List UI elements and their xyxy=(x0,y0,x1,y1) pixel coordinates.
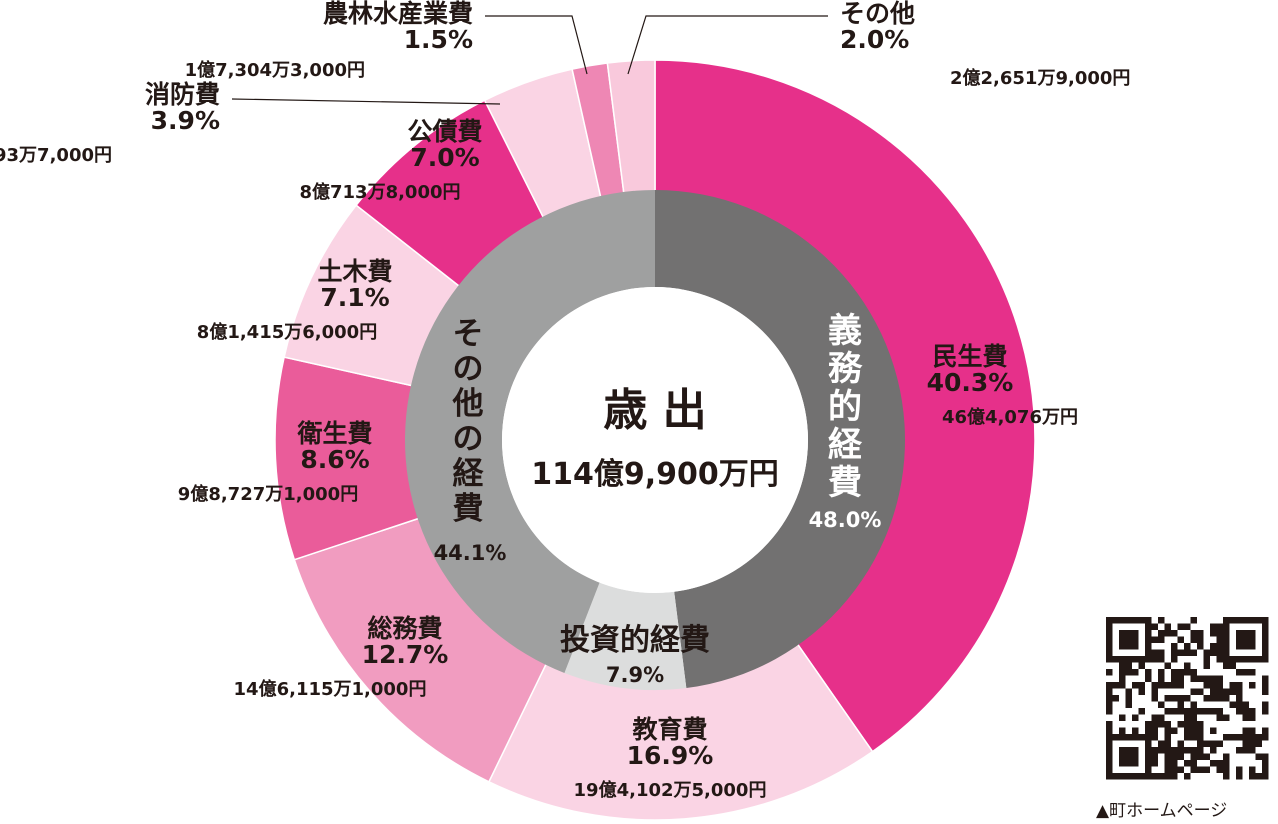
outer-label-name: その他 xyxy=(840,0,915,28)
inner-label-name-char: 他 xyxy=(452,386,484,422)
inner-slice-1 xyxy=(564,582,687,691)
outer-label-percent: 7.0% xyxy=(410,143,479,172)
outer-label-percent: 8.6% xyxy=(300,445,369,474)
outer-label-amount: 14億6,115万1,000円 xyxy=(234,678,427,700)
leader-line-fire xyxy=(231,98,501,105)
center-total: 114億9,900万円 xyxy=(531,457,779,492)
inner-label-name-char: 費 xyxy=(453,491,484,527)
leader-lines xyxy=(231,15,828,105)
outer-label-amount: 8億713万8,000円 xyxy=(299,181,460,203)
center-hole xyxy=(502,287,808,593)
outer-label-amount: 9億8,727万1,000円 xyxy=(178,483,358,505)
outer-label-percent: 2.0% xyxy=(840,25,909,54)
outer-label-percent: 7.1% xyxy=(320,283,389,312)
outer-label-amount: 2億2,651万9,000円 xyxy=(950,67,1130,89)
outer-label-amount: 4億4,793万7,000円 xyxy=(0,144,112,166)
outer-label-name: 教育費 xyxy=(632,715,707,744)
inner-label-name-char: 経 xyxy=(828,425,863,465)
outer-label-name: 衛生費 xyxy=(296,419,372,448)
inner-label-name-char: 的 xyxy=(828,387,862,427)
outer-label-name: 民生費 xyxy=(932,342,1007,371)
qr-caption: ▲町ホームページ xyxy=(1096,801,1228,821)
leader-line-agri xyxy=(485,15,588,75)
outer-label-amount: 8億1,415万6,000円 xyxy=(197,321,377,343)
inner-label-name-char: の xyxy=(453,351,484,387)
inner-label-1: 投資的経費 7.9% xyxy=(560,623,710,687)
inner-slice-2 xyxy=(404,190,655,674)
outer-label-name: 消防費 xyxy=(145,80,220,109)
inner-label-percent: 48.0% xyxy=(809,508,882,532)
inner-label-name-char: 費 xyxy=(828,463,862,503)
outer-label-percent: 1.5% xyxy=(404,25,473,54)
inner-label-name-char: 経 xyxy=(453,456,485,492)
outer-label-percent: 16.9% xyxy=(627,741,714,770)
outer-label-amount: 1億7,304万3,000円 xyxy=(185,59,365,81)
outer-label-name: 公債費 xyxy=(407,117,482,146)
inner-label-percent: 7.9% xyxy=(606,663,664,687)
inner-label-name-char: そ xyxy=(453,316,484,352)
inner-label-name-char: 務 xyxy=(828,349,863,389)
outer-label-percent: 40.3% xyxy=(927,368,1014,397)
qr-code-icon xyxy=(1102,613,1273,784)
outer-label-percent: 3.9% xyxy=(151,106,220,135)
inner-label-name-char: の xyxy=(453,421,484,457)
inner-label-name: 投資的経費 xyxy=(560,623,710,658)
outer-label-amount: 19億4,102万5,000円 xyxy=(574,779,767,801)
outer-label-name: 土木費 xyxy=(317,257,392,286)
outer-ring xyxy=(274,59,1036,821)
inner-ring xyxy=(404,190,906,691)
outer-label-percent: 12.7% xyxy=(362,640,449,669)
leader-line-other xyxy=(627,15,828,75)
inner-slice-0 xyxy=(655,190,906,689)
outer-label-name: 総務費 xyxy=(367,614,442,643)
outer-label-name: 農林水産業費 xyxy=(323,0,473,28)
inner-label-percent: 44.1% xyxy=(434,541,507,565)
inner-label-name-char: 義 xyxy=(828,311,862,351)
center-title: 歳 出 xyxy=(603,385,706,436)
outer-label-amount: 46億4,076万円 xyxy=(942,406,1078,428)
